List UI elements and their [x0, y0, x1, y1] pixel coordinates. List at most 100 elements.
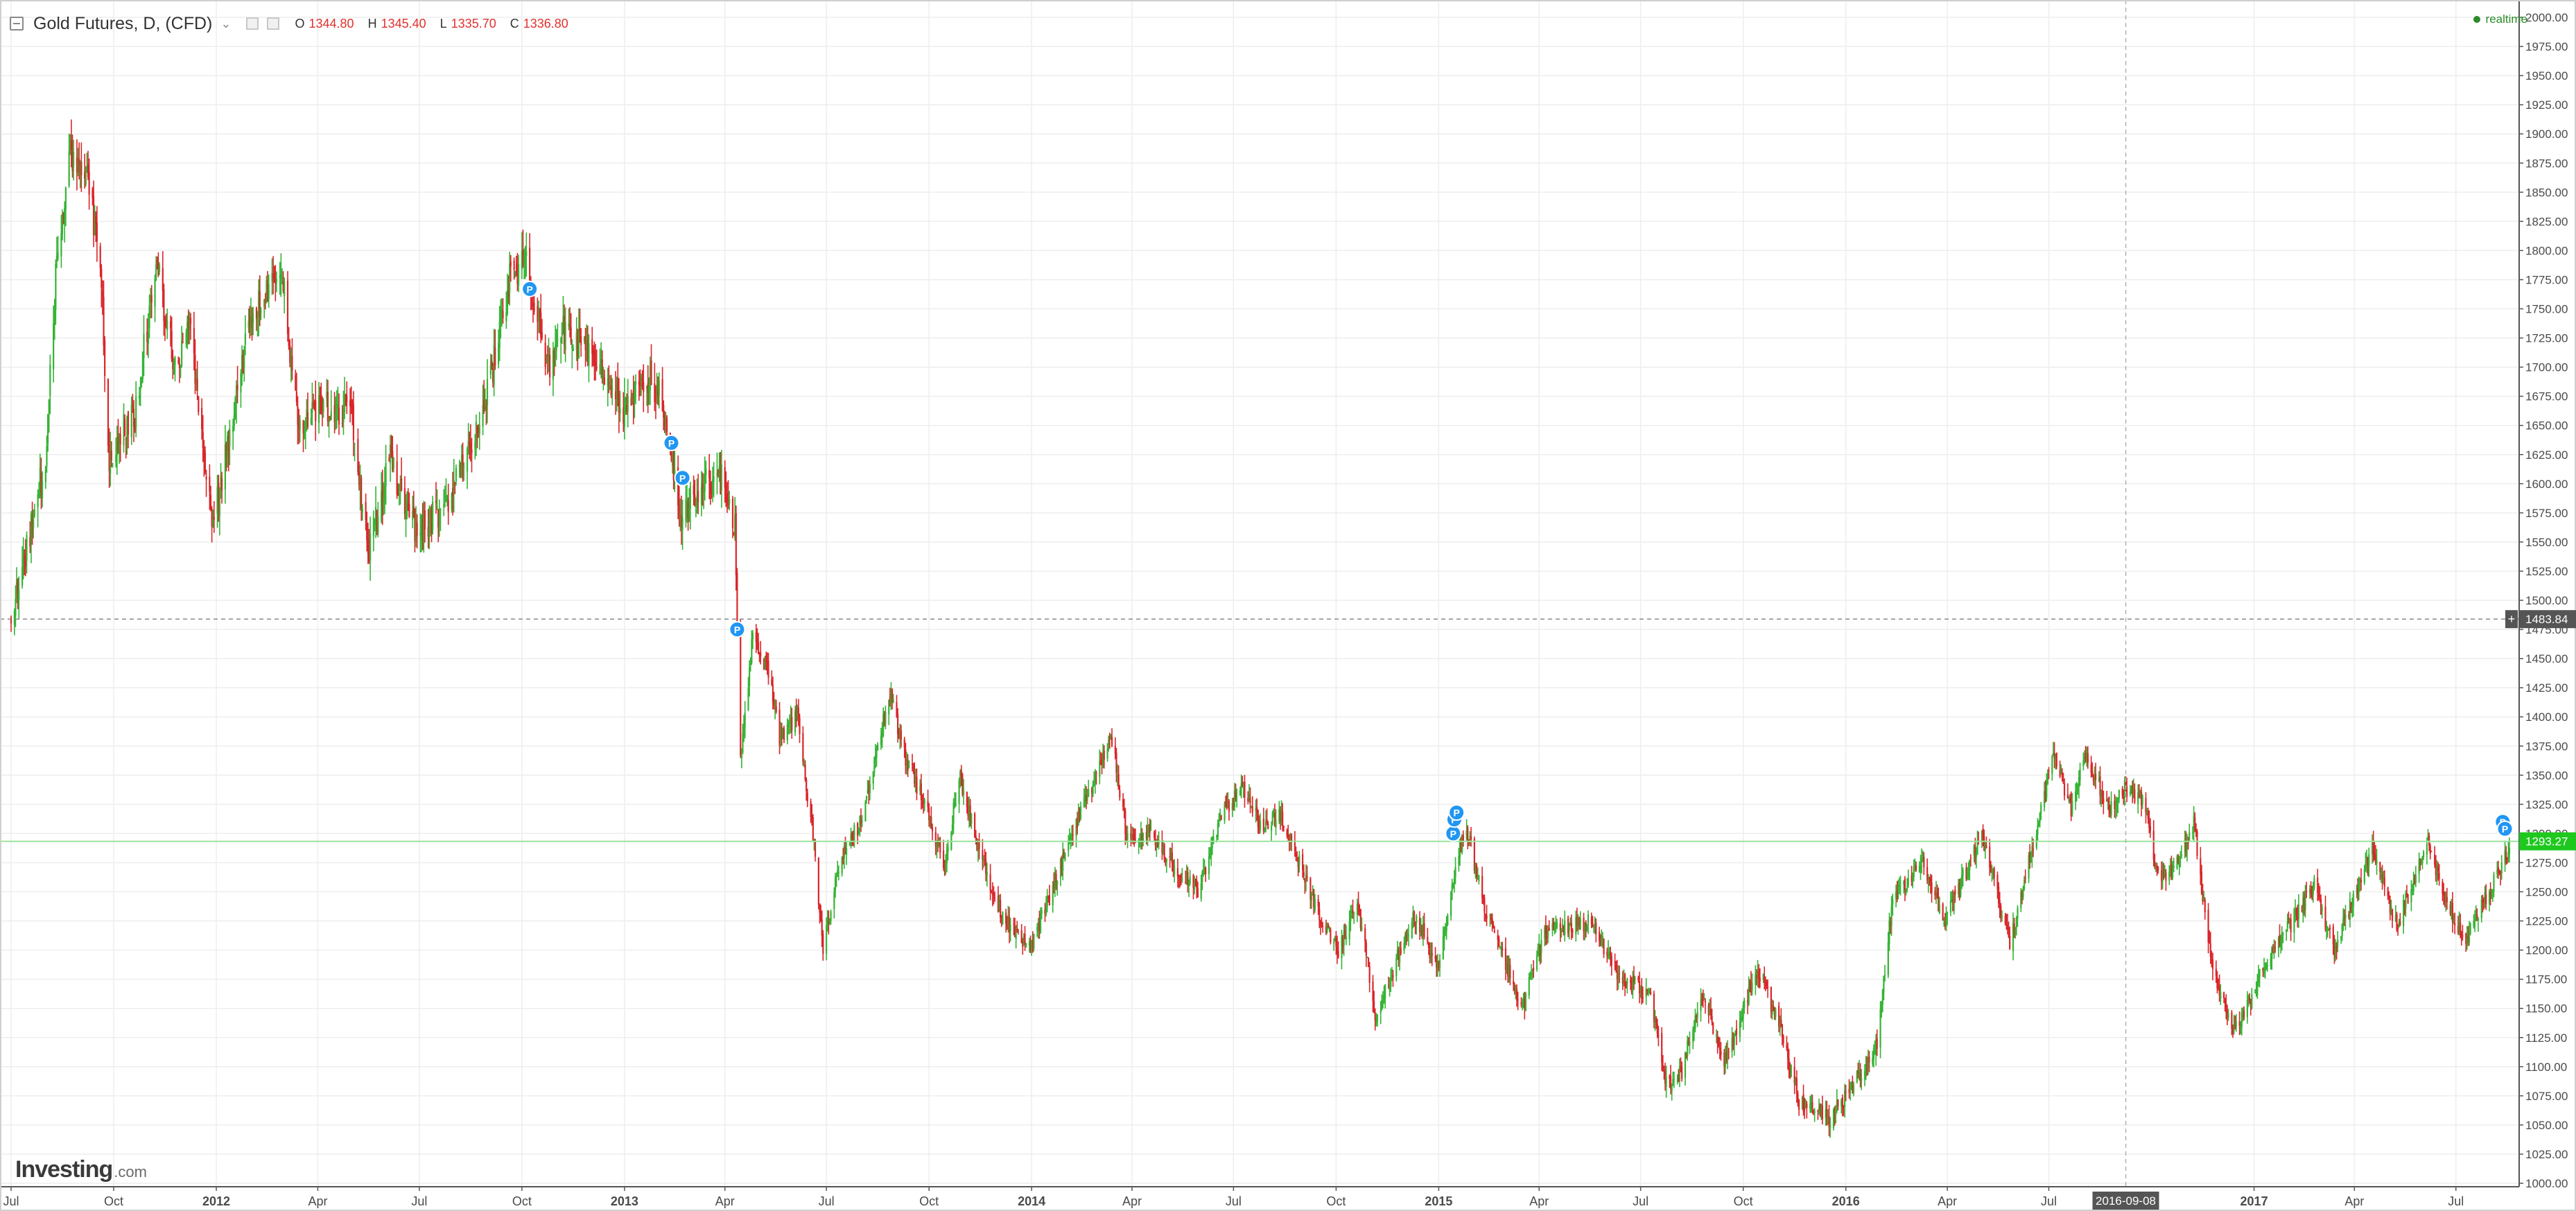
- candle-up: [1054, 866, 1056, 897]
- candle-down: [2170, 855, 2173, 880]
- candle-up: [2060, 764, 2062, 775]
- candle-down: [1470, 826, 1472, 847]
- settings-square-icon[interactable]: [246, 17, 259, 30]
- candle-down: [905, 742, 907, 774]
- candle-up: [460, 444, 463, 479]
- candle-down: [2066, 783, 2069, 799]
- chevron-down-icon[interactable]: ⌄: [220, 16, 232, 31]
- candle-down: [1467, 825, 1469, 850]
- candle-down: [593, 341, 595, 381]
- candle-up: [118, 433, 121, 464]
- candle-down: [1313, 889, 1315, 915]
- candle-up: [1361, 917, 1363, 932]
- event-markers: PPPPPPPPP: [521, 280, 2514, 842]
- candle-up: [428, 505, 430, 550]
- candle-up: [1850, 1081, 1852, 1101]
- event-marker-icon[interactable]: P: [663, 434, 680, 451]
- candle-up: [720, 449, 722, 508]
- event-marker-icon[interactable]: P: [674, 469, 691, 487]
- candle-up: [18, 576, 20, 619]
- candle-down: [189, 313, 192, 340]
- candle-up: [861, 814, 863, 828]
- plus-icon[interactable]: +: [2508, 612, 2516, 626]
- candle-down: [62, 211, 64, 225]
- candle-down: [103, 280, 105, 356]
- candle-up: [2334, 939, 2337, 961]
- candle-down: [2460, 914, 2462, 939]
- candle-up: [39, 453, 41, 499]
- brand-logo[interactable]: Investing.com: [15, 1156, 147, 1183]
- candle-down: [2149, 818, 2152, 838]
- candle-down: [132, 394, 134, 413]
- candle-up: [794, 705, 797, 736]
- candle-up: [423, 500, 425, 553]
- instrument-title[interactable]: Gold Futures, D, (CFD): [33, 13, 213, 33]
- candle-up: [859, 814, 861, 837]
- candle-down: [507, 275, 510, 304]
- candle-up: [328, 416, 330, 438]
- candle-down: [586, 325, 589, 367]
- candle-down: [2429, 843, 2431, 860]
- candle-down: [1615, 961, 1617, 973]
- candle-down: [1539, 944, 1541, 965]
- candle-up: [848, 842, 851, 846]
- candle-down: [471, 437, 473, 473]
- candle-up: [2178, 855, 2180, 875]
- candle-down: [491, 363, 494, 388]
- candle-up: [1693, 1020, 1695, 1041]
- candle-down: [2094, 763, 2097, 790]
- candle-up: [1696, 1002, 1698, 1027]
- candle-down: [1938, 887, 1940, 912]
- candle-up: [607, 367, 609, 407]
- candle-up: [998, 894, 1000, 912]
- candle-up: [506, 273, 509, 316]
- candle-up: [2083, 750, 2086, 765]
- candle-up: [1832, 1108, 1835, 1131]
- candle-down: [2053, 742, 2055, 768]
- candle-up: [656, 372, 658, 404]
- candle-up: [962, 778, 965, 805]
- candle-down: [1154, 829, 1156, 851]
- event-marker-icon[interactable]: P: [1448, 804, 1465, 821]
- candle-up: [2337, 931, 2339, 952]
- candle-up: [1903, 880, 1905, 894]
- candle-up: [1731, 1027, 1733, 1058]
- candle-down: [533, 293, 535, 315]
- event-marker-icon[interactable]: P: [521, 280, 539, 297]
- candle-down: [249, 306, 251, 339]
- candle-down: [993, 886, 995, 905]
- y-tick-label: 1425.00: [2525, 681, 2568, 695]
- candle-down: [817, 857, 819, 909]
- close-square-icon[interactable]: [267, 17, 280, 30]
- candle-up: [1801, 1095, 1804, 1110]
- event-marker-icon[interactable]: P: [2496, 820, 2514, 837]
- candle-down: [1497, 930, 1499, 950]
- candle-up: [1310, 891, 1313, 909]
- candle-up: [1273, 808, 1275, 818]
- event-marker-icon[interactable]: P: [1445, 825, 1462, 842]
- candle-up: [2372, 834, 2374, 864]
- candle-up: [1751, 973, 1753, 996]
- collapse-icon[interactable]: [10, 17, 24, 31]
- candle-up: [1212, 829, 1215, 845]
- candle-down: [2123, 789, 2125, 805]
- candle-down: [1993, 866, 1995, 887]
- candle-down: [2435, 855, 2437, 882]
- candle-down: [1290, 833, 1293, 851]
- event-marker-icon[interactable]: P: [729, 621, 746, 638]
- candle-up: [751, 630, 753, 665]
- candle-up: [467, 423, 469, 455]
- candle-down: [584, 327, 586, 367]
- candle-down: [319, 386, 321, 415]
- candle-up: [1170, 848, 1172, 861]
- candle-up: [155, 256, 157, 281]
- candle-up: [1515, 984, 1517, 1000]
- candle-down: [1942, 902, 1944, 921]
- candle-up: [1062, 842, 1064, 880]
- candle-down: [1006, 916, 1008, 930]
- candle-down: [368, 529, 370, 564]
- candle-up: [2180, 845, 2183, 860]
- candle-down: [1502, 941, 1504, 958]
